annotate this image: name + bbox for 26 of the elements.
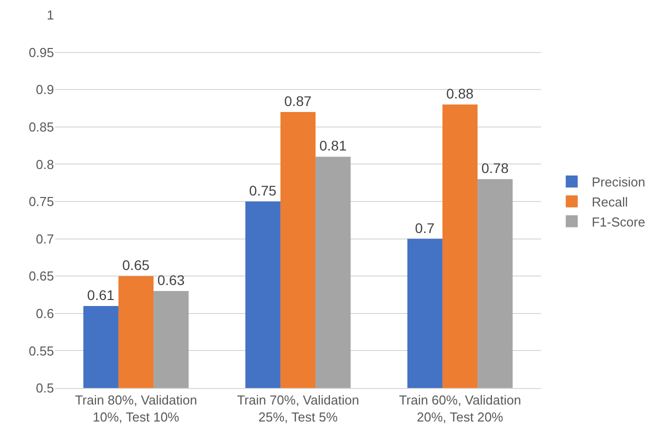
data-label: 0.65 — [122, 257, 150, 274]
y-tick-label: 0.65 — [28, 268, 54, 284]
data-label: 0.63 — [157, 272, 185, 288]
y-tick-label: 0.55 — [28, 343, 54, 358]
data-label: 0.87 — [284, 92, 312, 109]
x-tick-label: Train 80%, Validation 10%, Test 10% — [74, 392, 198, 424]
y-tick-label: 1 — [46, 8, 54, 23]
legend-label: F1-Score — [592, 214, 646, 230]
data-label: 0.81 — [319, 138, 347, 154]
y-tick-label: 0.85 — [28, 119, 54, 134]
x-tick-label: Train 60%, Validation 20%, Test 20% — [398, 392, 522, 424]
y-tick-label: 0.75 — [28, 194, 54, 210]
y-tick-label: 0.8 — [36, 156, 54, 172]
y-tick-label: 0.95 — [28, 44, 54, 60]
data-label: 0.78 — [481, 160, 509, 176]
legend-label: Recall — [592, 194, 628, 210]
y-tick-label: 0.9 — [36, 82, 54, 98]
data-label: 0.75 — [249, 182, 277, 198]
legend-label: Precision — [592, 174, 646, 190]
data-label: 0.7 — [415, 220, 435, 236]
data-label: 0.61 — [87, 286, 115, 303]
y-tick-label: 0.5 — [36, 380, 54, 396]
x-tick-label: Train 70%, Validation 25%, Test 5% — [236, 392, 360, 424]
y-tick-label: 0.7 — [36, 231, 54, 246]
y-tick-label: 0.6 — [36, 306, 54, 321]
data-label: 0.88 — [446, 86, 474, 102]
